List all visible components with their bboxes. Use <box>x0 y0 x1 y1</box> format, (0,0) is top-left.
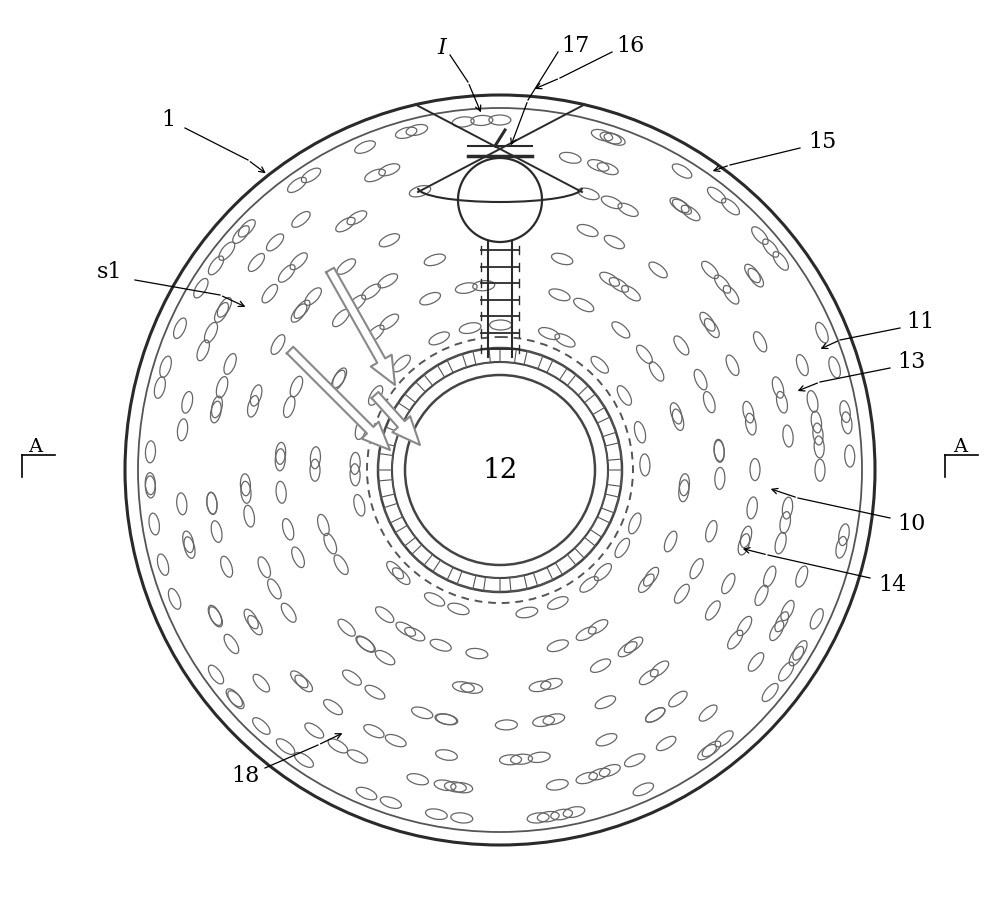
Polygon shape <box>601 494 619 513</box>
Polygon shape <box>533 568 553 586</box>
Text: 18: 18 <box>231 765 259 787</box>
Circle shape <box>405 375 595 565</box>
Text: A: A <box>953 438 967 456</box>
Polygon shape <box>510 576 527 592</box>
Polygon shape <box>378 480 395 497</box>
Text: 14: 14 <box>878 574 906 596</box>
Polygon shape <box>555 554 576 575</box>
Polygon shape <box>584 394 605 415</box>
Polygon shape <box>524 351 543 369</box>
Text: 16: 16 <box>616 35 644 57</box>
Text: 17: 17 <box>561 35 589 57</box>
Text: 15: 15 <box>808 131 836 153</box>
Polygon shape <box>326 268 395 385</box>
Text: 1: 1 <box>161 109 175 131</box>
Polygon shape <box>395 525 416 546</box>
Polygon shape <box>547 360 567 380</box>
Polygon shape <box>424 365 445 385</box>
Polygon shape <box>390 403 410 423</box>
Polygon shape <box>605 443 622 461</box>
Polygon shape <box>384 504 403 523</box>
Polygon shape <box>484 577 500 592</box>
Polygon shape <box>412 544 433 566</box>
Text: 10: 10 <box>898 513 926 535</box>
Text: 12: 12 <box>482 456 518 483</box>
Text: 13: 13 <box>898 351 926 373</box>
Polygon shape <box>447 354 467 373</box>
Circle shape <box>458 158 542 242</box>
Polygon shape <box>372 392 420 445</box>
Polygon shape <box>457 571 476 589</box>
Polygon shape <box>378 453 393 470</box>
Polygon shape <box>500 348 516 363</box>
Polygon shape <box>433 560 453 580</box>
Text: I: I <box>438 37 446 59</box>
Polygon shape <box>567 374 588 395</box>
Polygon shape <box>575 537 595 559</box>
Text: 11: 11 <box>906 311 934 333</box>
Text: s1: s1 <box>97 261 123 283</box>
Polygon shape <box>405 382 425 402</box>
Text: A: A <box>28 438 42 456</box>
Circle shape <box>125 95 875 845</box>
Polygon shape <box>473 348 490 365</box>
Polygon shape <box>287 347 390 450</box>
Polygon shape <box>597 417 616 436</box>
Polygon shape <box>607 470 622 487</box>
Polygon shape <box>590 517 610 537</box>
Polygon shape <box>381 427 399 446</box>
